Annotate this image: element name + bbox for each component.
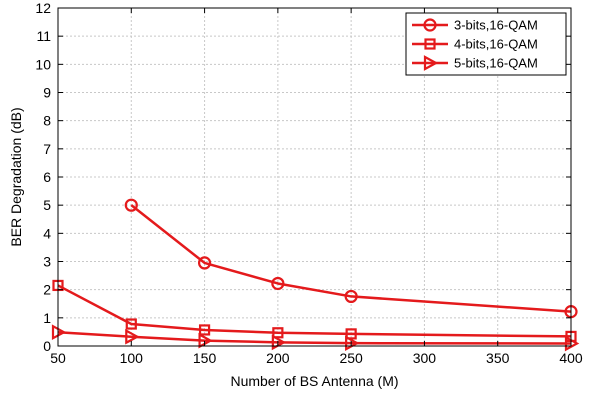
x-tick-label: 300 [413,350,437,366]
legend-entry: 4-bits,16-QAM [412,37,538,52]
legend-label: 4-bits,16-QAM [454,37,538,52]
y-tick-label: 10 [35,56,51,72]
square-marker [198,324,211,336]
legend-triangle-marker [423,55,439,71]
y-tick-label: 8 [43,113,51,129]
y-tick-label: 11 [36,28,51,44]
series-layer [51,198,580,352]
y-tick-label: 0 [43,338,51,354]
circle-marker [124,198,138,212]
circle-marker [197,256,212,270]
legend-square-marker [424,38,436,50]
circle-marker [271,276,285,291]
x-tick-label: 200 [266,350,290,366]
legend-label: 3-bits,16-QAM [454,18,538,33]
legend-circle-marker [423,18,437,32]
y-tick-label: 12 [35,0,51,16]
y-axis-title: BER Degradation (dB) [8,107,24,246]
y-tick-label: 6 [43,169,51,185]
series-line [57,330,572,345]
y-tick-label: 4 [43,225,51,241]
y-tick-label: 9 [43,85,51,101]
x-tick-label: 400 [559,350,583,366]
x-tick-label: 150 [193,350,217,366]
legend-label: 5-bits,16-QAM [454,56,538,71]
series-line [57,284,572,338]
x-tick-label: 350 [486,350,510,366]
x-tick-label: 50 [50,350,66,366]
y-tick-label: 7 [43,141,51,157]
square-marker [272,327,284,339]
circle-marker [344,289,358,304]
legend-entry: 3-bits,16-QAM [412,18,538,33]
square-marker [345,328,357,340]
legend-entry: 5-bits,16-QAM [412,55,538,71]
legend: 3-bits,16-QAM 4-bits,16-QAM 5-bits,16-QAM [405,12,567,76]
y-tick-label: 2 [43,282,51,298]
y-tick-label: 5 [43,197,51,213]
series-line [130,204,572,313]
triangle-marker [125,328,140,345]
y-tick-label: 3 [43,254,51,270]
y-tick-label: 1 [43,310,51,326]
x-axis-title: Number of BS Antenna (M) [230,373,398,389]
x-tick-label: 250 [339,350,363,366]
series-1 [124,198,578,319]
x-tick-label: 100 [120,350,144,366]
square-marker [125,318,137,330]
